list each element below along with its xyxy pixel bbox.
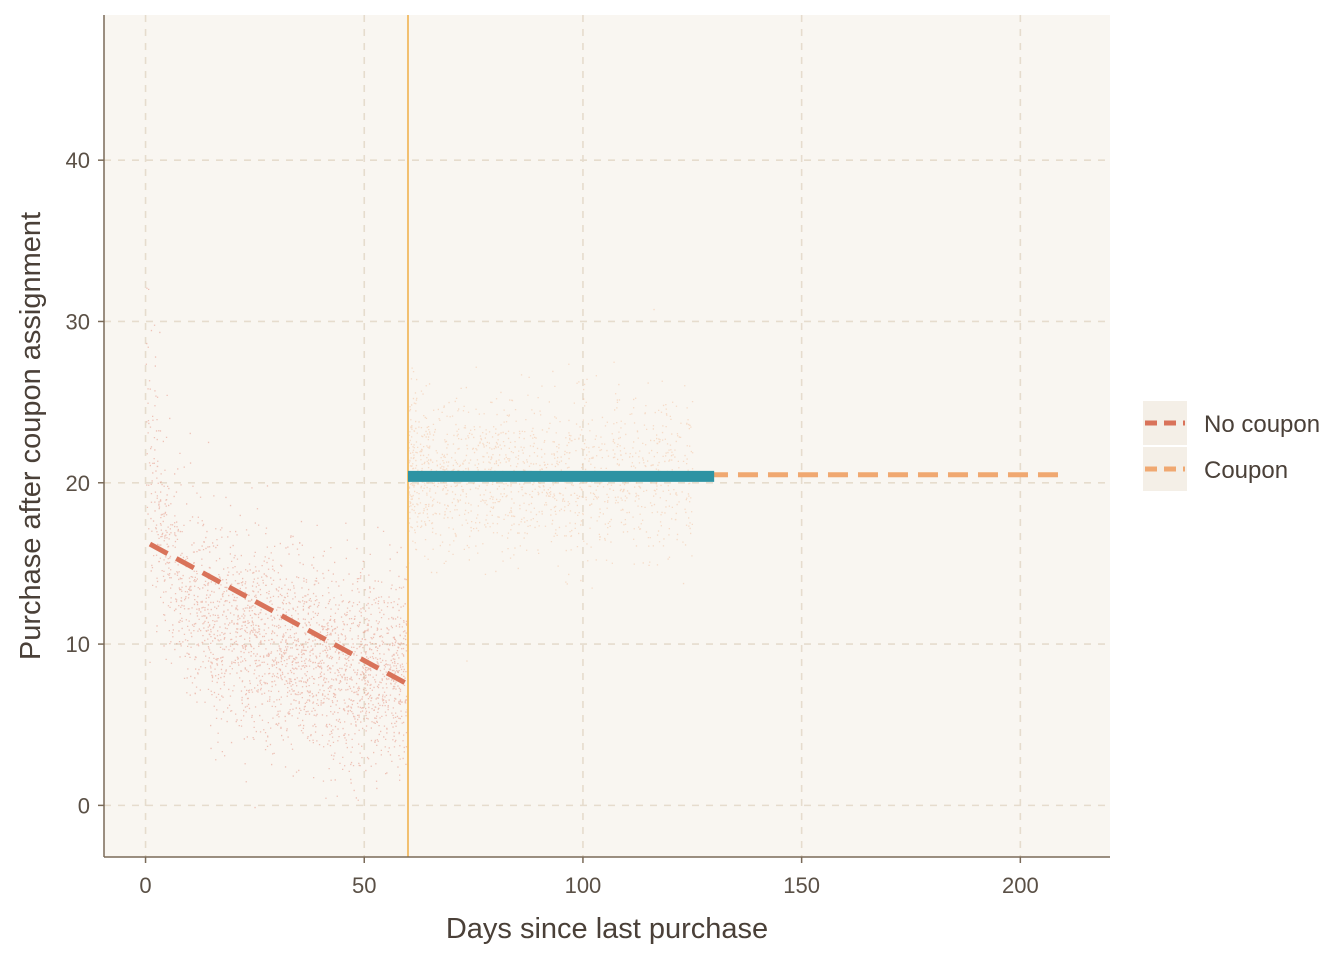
y-axis-title: Purchase after coupon assignment: [15, 212, 47, 660]
y-tick-label-10: 10: [66, 632, 90, 657]
y-tick-label-20: 20: [66, 471, 90, 496]
grid-lines: [104, 15, 1110, 857]
x-tick-label-0: 0: [139, 873, 151, 898]
fit-line-no-coupon: [148, 541, 410, 687]
scatter-points: [145, 287, 694, 809]
x-axis-title: Days since last purchase: [446, 913, 768, 945]
legend: No coupon Coupon: [1143, 401, 1320, 491]
x-tick-label-200: 200: [1002, 873, 1039, 898]
x-tick-label-50: 50: [352, 873, 376, 898]
x-tick-label-150: 150: [783, 873, 820, 898]
axes: [103, 15, 1110, 858]
y-tick-label-30: 30: [66, 309, 90, 334]
legend-label-no-coupon: No coupon: [1204, 411, 1320, 438]
x-tick-label-100: 100: [565, 873, 602, 898]
scatter-cloud-no-coupon: [145, 287, 410, 809]
y-tick-label-40: 40: [66, 148, 90, 173]
legend-label-coupon: Coupon: [1204, 457, 1288, 484]
y-tick-label-0: 0: [78, 793, 90, 818]
plot-panel: [104, 15, 1110, 857]
fit-lines: [148, 470, 1065, 687]
tick-labels: 0 50 100 150 200 0 10 20 30 40: [66, 148, 1039, 898]
